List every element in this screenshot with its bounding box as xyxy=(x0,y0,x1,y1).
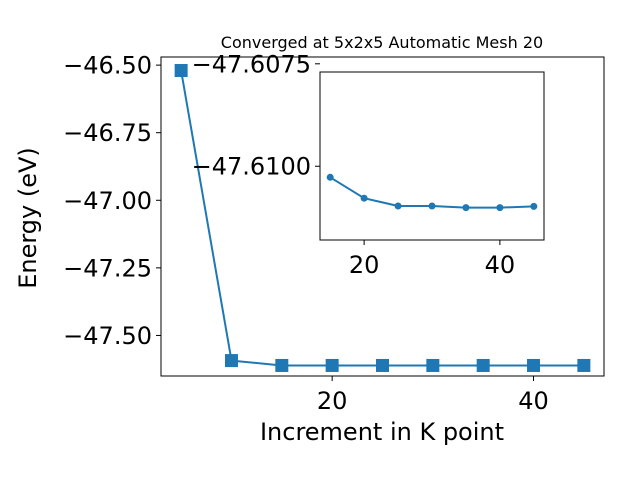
main-data-point xyxy=(224,354,238,368)
inset-data-point xyxy=(360,194,368,202)
main-y-tick-label: −47.25 xyxy=(63,254,152,282)
main-data-point xyxy=(174,64,188,78)
inset-data-point xyxy=(394,202,402,210)
main-data-point xyxy=(376,358,389,372)
main-y-tick-label: −46.50 xyxy=(63,52,152,80)
main-data-point xyxy=(527,358,541,372)
main-y-tick-label: −47.00 xyxy=(63,187,152,215)
main-data-point xyxy=(476,358,490,372)
main-data-point xyxy=(325,358,339,372)
chart-title: Converged at 5x2x5 Automatic Mesh 20 xyxy=(221,33,543,52)
main-x-tick-label: 40 xyxy=(518,387,549,415)
inset-data-point xyxy=(326,173,334,181)
inset-x-tick-label: 20 xyxy=(349,251,380,279)
main-x-tick-label: 20 xyxy=(317,387,348,415)
inset-data-point xyxy=(530,202,538,210)
main-data-point xyxy=(577,358,591,372)
inset-y-tick-label: −47.6100 xyxy=(192,153,311,181)
y-axis-label: Energy (eV) xyxy=(14,147,42,289)
inset-y-tick-label: −47.6075 xyxy=(192,50,311,78)
inset-x-tick-label: 40 xyxy=(485,251,516,279)
main-y-tick-label: −47.50 xyxy=(63,322,152,350)
inset-frame xyxy=(319,71,545,241)
x-axis-label: Increment in K point xyxy=(260,418,504,446)
main-data-point xyxy=(426,358,440,372)
inset-data-point xyxy=(496,204,504,212)
main-data-point xyxy=(275,358,289,372)
inset-data-point xyxy=(462,204,470,212)
main-y-tick-label: −46.75 xyxy=(63,119,152,147)
inset-plot: 20 40 −47.6100 −47.6075 xyxy=(192,50,545,279)
inset-data-point xyxy=(428,202,436,210)
